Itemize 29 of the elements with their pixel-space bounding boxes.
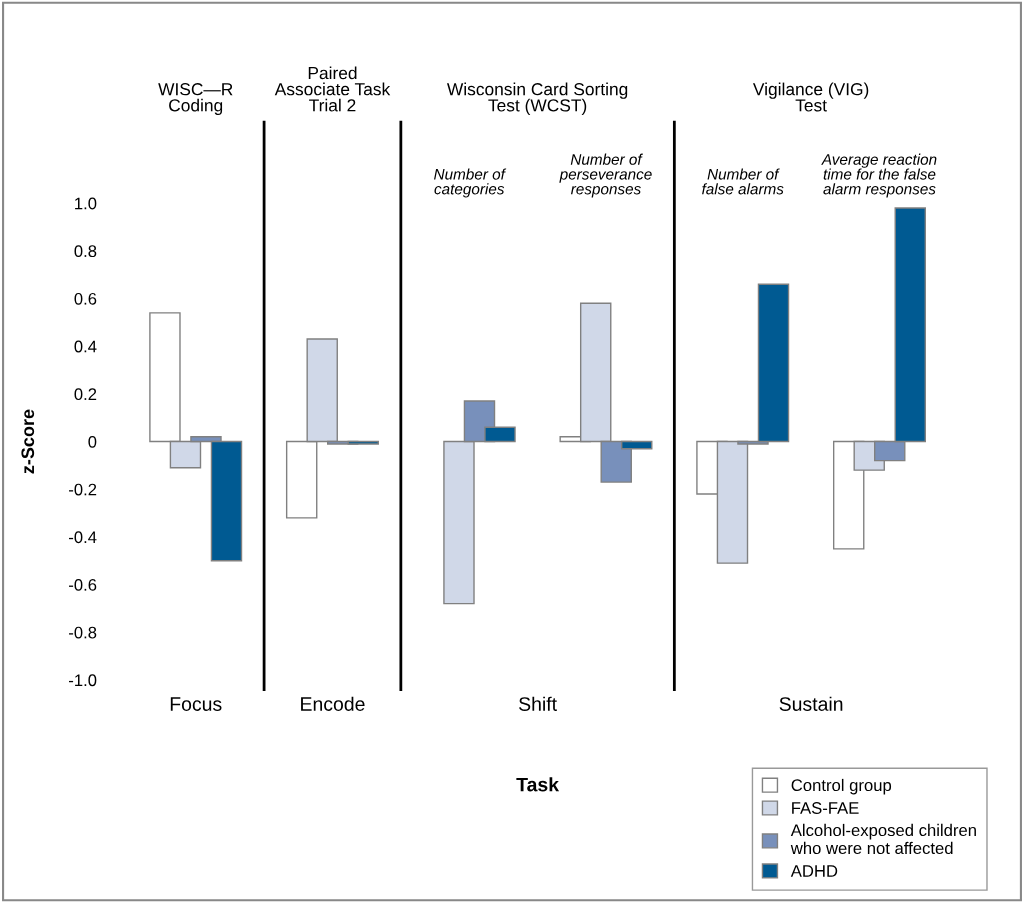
text: Encode xyxy=(301,696,365,711)
y-tick-label: 0.2 xyxy=(74,388,97,401)
legend-label: ADHD xyxy=(790,865,838,877)
y-tick-label: -0.8 xyxy=(69,626,97,639)
text: Focus xyxy=(170,697,222,711)
y-tick-label: -0.2 xyxy=(69,483,97,496)
y-tick-label: 0 xyxy=(88,435,97,448)
x-tick-label: Number of categories xyxy=(434,168,507,198)
y-tick-label: 0.4 xyxy=(74,340,97,353)
x-tick-label: Number of perseverance responses xyxy=(559,153,652,198)
text: Paired Associate Task Trial 2 xyxy=(274,66,391,112)
text: Shift xyxy=(519,696,557,711)
legend-label: Alcohol-exposed children who were not affected xyxy=(790,823,976,855)
y-tick-label: 0.8 xyxy=(74,245,97,258)
text: WISC—R Coding xyxy=(158,83,233,115)
text: Sustain xyxy=(779,696,843,711)
legend-label: FAS-FAE xyxy=(792,802,859,814)
text: Wisconsin Card Sorting Test (WCST) xyxy=(446,82,628,115)
y-tick-label: 1.0 xyxy=(75,197,97,210)
y-tick-label: -0.4 xyxy=(69,531,97,544)
legend-label: Control group xyxy=(791,778,892,795)
y-tick-label: -1.0 xyxy=(69,674,97,687)
x-tick-label: Average reaction time for the false alarm responses xyxy=(821,153,937,198)
x-tick-label: Number of false alarms xyxy=(702,168,784,195)
x-axis-title: Task xyxy=(516,777,560,792)
y-tick-label: 0.6 xyxy=(74,292,97,305)
text: Vigilance (VIG) Test xyxy=(752,82,869,112)
y-tick-label: -0.6 xyxy=(69,579,97,591)
y-axis-title: z-Score xyxy=(21,409,35,474)
